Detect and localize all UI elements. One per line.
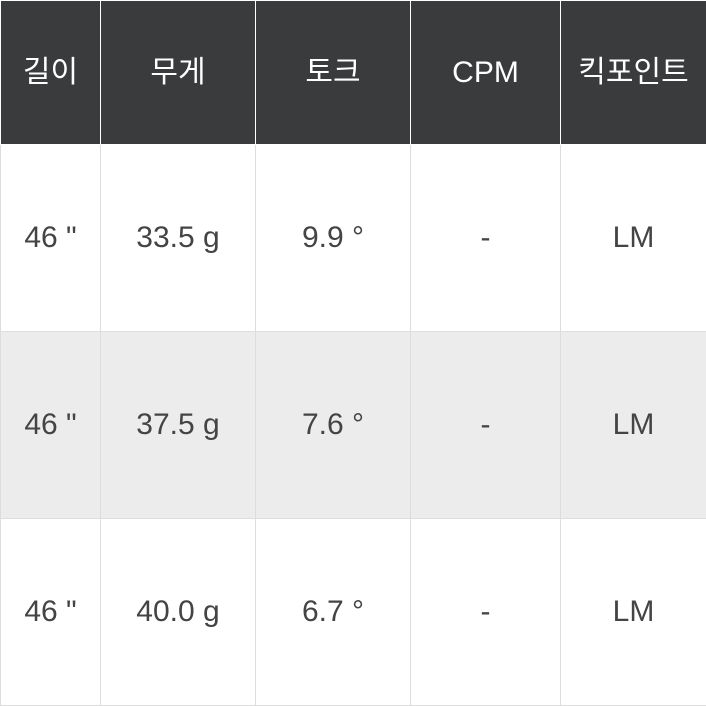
table-cell: LM (561, 332, 706, 519)
col-header-1: 무게 (101, 1, 256, 145)
table-cell: 6.7 ° (256, 519, 411, 706)
table-cell: LM (561, 519, 706, 706)
col-header-3: CPM (411, 1, 561, 145)
table-cell: 9.9 ° (256, 145, 411, 332)
table-cell: - (411, 332, 561, 519)
table-cell: 46 " (1, 519, 101, 706)
table-row: 46 "33.5 g9.9 °-LM (1, 145, 706, 332)
table-cell: - (411, 519, 561, 706)
table-cell: 7.6 ° (256, 332, 411, 519)
table-header-row: 길이무게토크CPM킥포인트 (1, 1, 706, 145)
col-header-4: 킥포인트 (561, 1, 706, 145)
table-cell: 37.5 g (101, 332, 256, 519)
table-row: 46 "40.0 g6.7 °-LM (1, 519, 706, 706)
table-cell: 33.5 g (101, 145, 256, 332)
table-cell: 46 " (1, 145, 101, 332)
table-row: 46 "37.5 g7.6 °-LM (1, 332, 706, 519)
col-header-0: 길이 (1, 1, 101, 145)
table-cell: LM (561, 145, 706, 332)
table-cell: 40.0 g (101, 519, 256, 706)
table-cell: 46 " (1, 332, 101, 519)
col-header-2: 토크 (256, 1, 411, 145)
spec-table: 길이무게토크CPM킥포인트 46 "33.5 g9.9 °-LM46 "37.5… (0, 0, 706, 706)
table-cell: - (411, 145, 561, 332)
